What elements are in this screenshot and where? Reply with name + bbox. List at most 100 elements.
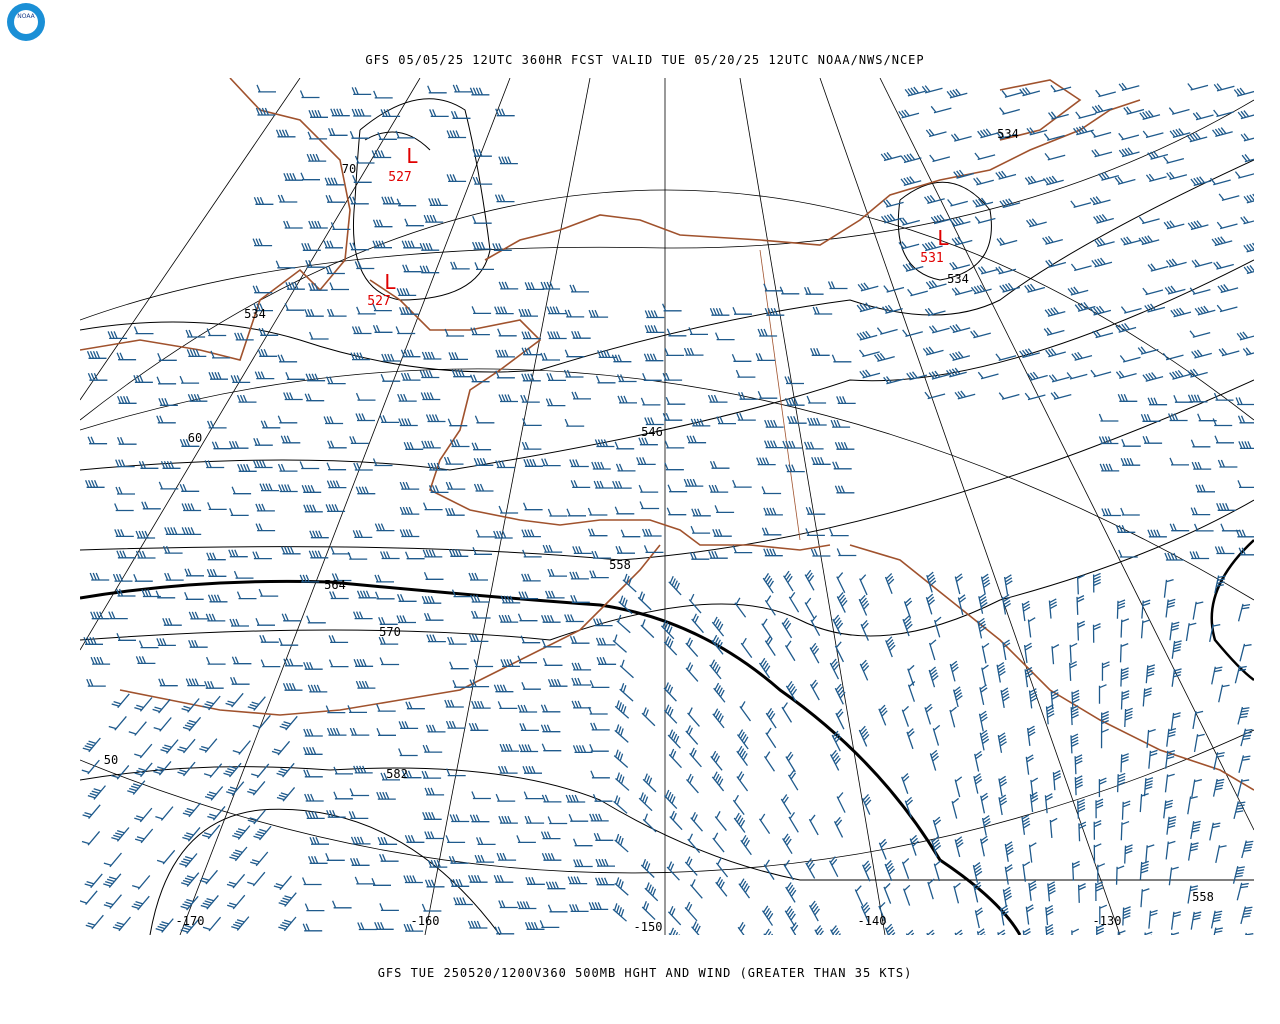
wind-barb [372,303,392,312]
barb-shape [229,508,249,517]
barb-shape [765,727,777,749]
wind-barb [233,570,254,579]
wind-barb [443,456,464,465]
barb-shape [427,85,447,94]
wind-barb [155,806,174,821]
wind-barb [885,636,896,658]
barb-shape [1047,881,1056,902]
wind-barb [445,720,466,729]
wind-barb [899,217,920,226]
wind-barb [252,285,273,294]
barb-shape [566,508,586,517]
wind-barb [301,485,322,493]
barb-shape [637,591,652,611]
wind-barb [1098,684,1107,704]
wind-barb [954,836,964,858]
barb-shape [376,791,396,800]
barb-shape [1148,749,1158,769]
barb-shape [614,700,630,719]
wind-barb [859,659,870,681]
barb-shape [419,242,440,251]
wind-barb [1024,666,1034,688]
wind-barb [156,415,176,424]
wind-barb [1026,127,1048,136]
wind-barb [763,859,775,880]
barb-shape [594,439,615,448]
barb-shape [642,773,657,793]
barb-shape [643,545,664,554]
wind-barb [133,573,153,582]
wind-barb [762,573,775,594]
wind-barb [103,873,122,889]
wind-barb [181,527,202,536]
wind-barb [563,369,584,378]
barb-shape [355,413,375,422]
wind-barb [1162,352,1184,361]
wind-barb [761,527,782,536]
wind-barb [277,463,298,472]
wind-barb [974,216,996,224]
barb-shape [858,725,870,747]
barb-shape [349,130,370,139]
wind-barb [211,441,232,450]
wind-barb [494,306,514,315]
barb-shape [884,860,896,881]
wind-barb [1090,130,1112,138]
barb-shape [810,615,821,636]
barb-shape [403,875,423,884]
barb-shape [1190,911,1202,930]
wind-barb [807,417,827,426]
wind-barb [371,150,392,159]
barb-shape [1120,820,1130,841]
wind-barb [399,306,419,315]
wind-barb [351,326,372,335]
wind-barb [425,724,446,733]
barb-shape [327,440,347,449]
wind-barb [277,415,298,424]
wind-barb [283,172,303,181]
wind-barb [522,418,542,427]
wind-barb [1164,285,1186,295]
barb-shape [303,728,323,737]
wind-barb [419,265,440,274]
barb-shape [1114,176,1136,185]
wind-barb [667,729,681,749]
wind-barb [1215,845,1227,864]
barb-shape [570,480,591,489]
barb-shape [257,349,278,357]
barb-shape [829,749,841,771]
wind-barb [1187,368,1208,378]
barb-shape [275,129,296,138]
wind-barb [1171,668,1182,687]
wind-barb [1118,147,1140,158]
wind-barb [1097,863,1106,883]
barb-shape [691,508,711,517]
wind-barb [1170,307,1192,318]
barb-shape [1164,285,1186,295]
wind-barb [495,370,515,379]
barb-shape [665,396,686,405]
barb-shape [898,241,920,250]
barb-shape [589,570,609,579]
barb-shape [205,613,226,622]
wind-barb [155,918,174,933]
wind-barb [667,484,688,493]
barb-shape [87,785,106,800]
barb-shape [1115,322,1137,333]
barb-shape [1146,728,1156,748]
wind-barb [381,196,401,205]
barb-shape [1190,820,1201,840]
wind-barb [763,283,783,292]
barb-shape [784,640,796,662]
wind-barb [738,878,751,899]
wind-barb [827,281,848,290]
wind-barb [711,616,725,637]
wind-barb [1098,777,1107,798]
barb-shape [444,699,464,708]
wind-barb [157,353,177,361]
barb-shape [712,528,732,537]
contour-564 [80,579,1022,935]
barb-shape [573,838,593,847]
barb-shape [1164,552,1184,561]
wind-barb [252,714,271,730]
